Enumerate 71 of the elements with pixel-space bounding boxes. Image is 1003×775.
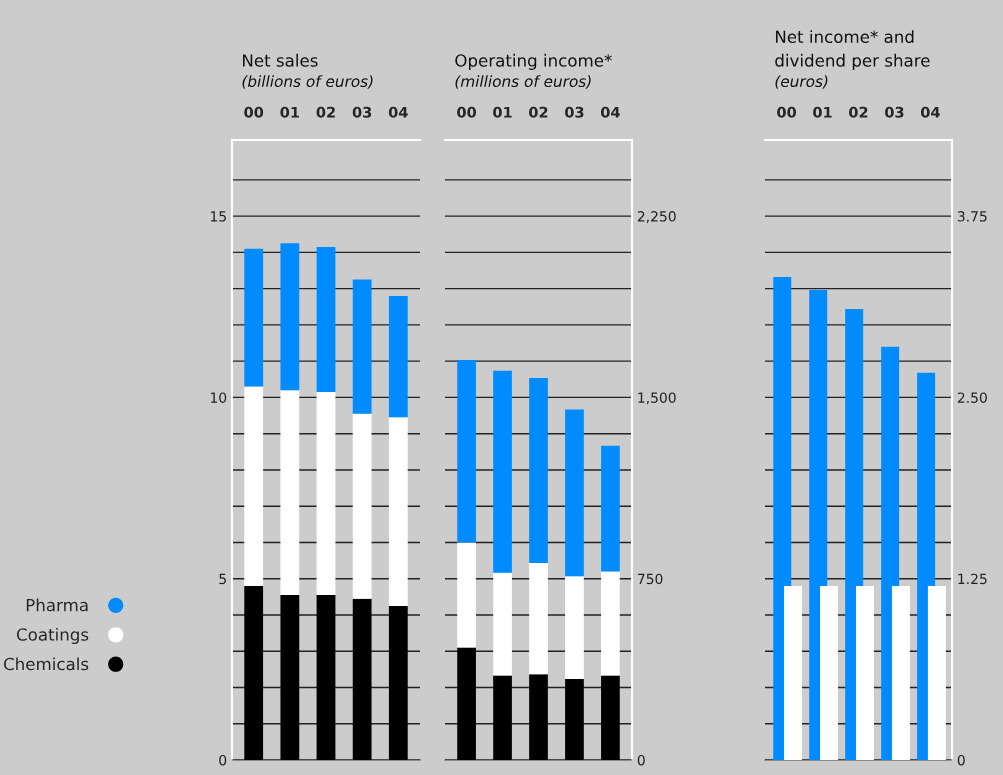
bar: [565, 679, 584, 760]
chart-subtitle: (billions of euros): [242, 75, 373, 89]
chart-title: Net sales: [243, 53, 318, 67]
x-tick-label: 03: [352, 106, 372, 118]
chart-subtitle: (millions of euros): [455, 75, 591, 89]
y2-tick-label: 1,500: [638, 392, 676, 405]
bar: [457, 647, 476, 760]
bar: [529, 563, 548, 675]
bar: [493, 675, 512, 760]
bar: [388, 605, 408, 760]
x-tick-label: 03: [885, 106, 904, 118]
x-tick-label: 04: [600, 106, 620, 118]
bar: [529, 378, 548, 563]
bar: [601, 571, 620, 676]
bar: [855, 585, 874, 760]
x-tick-label: 04: [388, 106, 408, 118]
bar: [244, 386, 264, 586]
chart-subtitle: (euros): [775, 75, 828, 89]
x-tick-label: 00: [244, 106, 264, 118]
bar: [352, 279, 372, 414]
bar: [388, 295, 408, 418]
bar: [784, 585, 803, 760]
y2-tick-label: 0: [957, 754, 965, 766]
y2-tick-label: 2.50: [957, 392, 987, 403]
y2-tick-label: 3.75: [957, 211, 987, 222]
bar: [244, 585, 264, 760]
y2-tick-label: 0: [637, 754, 645, 766]
chart-title: Net income* and dividend per share: [775, 30, 930, 70]
chart-title: Operating income*: [455, 53, 612, 70]
bar: [601, 445, 620, 572]
x-tick-label: 01: [493, 106, 512, 118]
y2-tick-label: 1.25: [958, 573, 987, 585]
bar: [565, 576, 584, 680]
bar: [280, 390, 300, 596]
y2-tick-label: 2,250: [637, 211, 676, 224]
x-tick-label: 02: [529, 106, 548, 118]
x-tick-label: 04: [920, 106, 940, 118]
legend-label: Chemicals: [3, 657, 89, 671]
bar: [280, 243, 300, 391]
bar: [352, 598, 372, 760]
x-tick-label: 00: [457, 106, 477, 118]
x-tick-label: 02: [316, 106, 335, 118]
bar: [601, 675, 620, 760]
bar: [457, 359, 476, 543]
legend-label: Pharma: [26, 598, 88, 612]
x-tick-label: 03: [565, 106, 584, 118]
x-tick-label: 00: [777, 106, 797, 118]
bar: [280, 595, 300, 760]
bar: [316, 246, 336, 392]
y-tick-label: 15: [210, 211, 226, 222]
y-tick-label: 0: [219, 754, 227, 766]
bar: [493, 572, 512, 676]
bar: [891, 585, 910, 760]
bar: [388, 417, 408, 606]
x-tick-label: 01: [813, 106, 832, 118]
bar: [316, 595, 336, 760]
bar: [820, 585, 838, 760]
bar: [457, 542, 476, 648]
bar: [565, 409, 584, 577]
y-tick-label: 10: [210, 392, 227, 403]
bar: [493, 370, 512, 573]
x-tick-label: 01: [280, 106, 299, 118]
y-tick-label: 5: [219, 573, 226, 585]
x-tick-label: 02: [849, 106, 868, 118]
bar: [352, 413, 372, 599]
bar: [316, 391, 336, 596]
bar: [529, 674, 548, 760]
legend-label: Coatings: [16, 627, 89, 645]
bar: [244, 248, 264, 387]
bar: [927, 585, 946, 760]
y2-tick-label: 750: [638, 573, 663, 585]
